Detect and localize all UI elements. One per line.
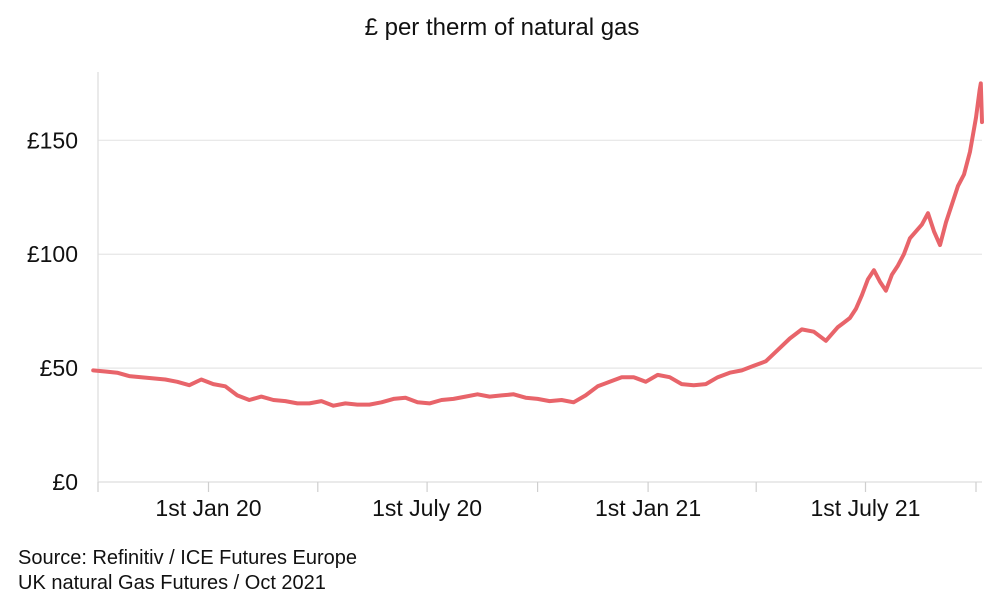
source-line-1: Source: Refinitiv / ICE Futures Europe	[18, 547, 358, 569]
y-axis-ticks: £0 £50 £100 £150	[27, 127, 78, 495]
gridlines	[98, 139, 982, 369]
y-tick-label: £50	[40, 355, 78, 381]
chart-title: £ per therm of natural gas	[364, 14, 640, 41]
series-line	[91, 81, 984, 408]
y-tick-label: £100	[27, 241, 78, 267]
x-tick-label: 1st Jan 21	[595, 495, 701, 521]
y-tick-label: £0	[52, 469, 78, 495]
x-tick-label: 1st July 21	[811, 495, 921, 521]
line-chart: £0£50£100£150 1st Jan 20 1st July 20 1st J…	[27, 72, 984, 521]
x-axis-ticks: 1st Jan 20 1st July 20 1st Jan 21 1st July …	[97, 482, 977, 521]
y-tick-label: £150	[27, 127, 78, 153]
series-layer	[91, 81, 984, 408]
x-tick-label: 1st Jan 20	[155, 495, 261, 521]
x-tick-label: 1st July 20	[372, 495, 482, 521]
source-note: Source: Refinitiv / ICE Futures Europe U…	[18, 546, 357, 596]
source-line-2: UK natural Gas Futures / Oct 2021	[18, 572, 326, 594]
axes	[97, 72, 982, 483]
